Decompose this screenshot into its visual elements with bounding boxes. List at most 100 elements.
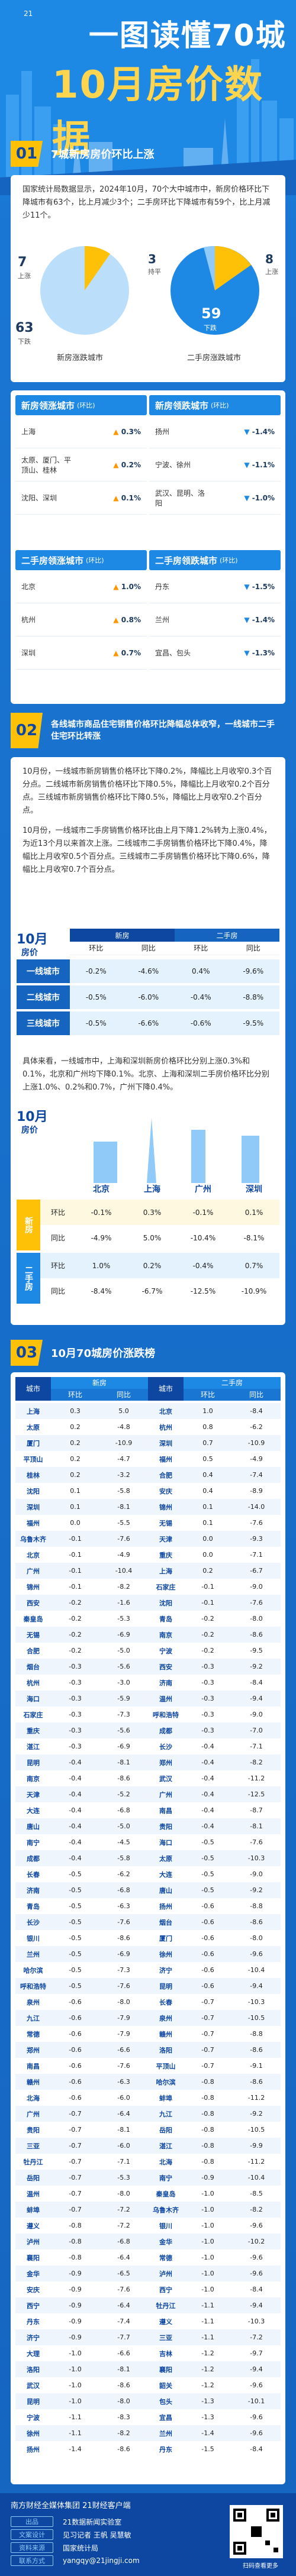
table-row: 遵义 -0.8 -7.2 银川 -1.0 -9.6 (15, 2218, 281, 2234)
value-cell: -0.4 (69, 1838, 82, 1846)
table-row: 安庆 -0.9 -7.6 西宁 -1.0 -8.4 (15, 2281, 281, 2297)
second-house-pie (170, 245, 259, 335)
value-cell: -6.4 (117, 2110, 130, 2118)
city-cell: 包头 (159, 2397, 172, 2406)
value-cell: -8.9 (250, 1487, 263, 1495)
table1-group-second: 二手房 (175, 929, 279, 942)
value-cell: -0.6 (69, 2062, 82, 2070)
value-cell: -7.9 (117, 2014, 130, 2022)
city-cell: 沈阳 (159, 1599, 172, 1607)
value-cell: -0.2 (69, 1631, 82, 1638)
city-cell: 青岛 (27, 1902, 40, 1911)
value-cell: -7.4 (250, 1471, 263, 1479)
city-cell: 呼和浩特 (153, 1711, 179, 1719)
value-cell: -0.6 (69, 2094, 82, 2102)
value-cell: -0.1 (201, 1599, 214, 1607)
city-cell: 襄阳 (159, 2365, 172, 2374)
value-cell: -0.7 (201, 2062, 214, 2070)
value-cell: -0.8 (201, 2094, 214, 2102)
table-row: 北海 -0.6 -6.0 蚌埠 -0.8 -11.2 (15, 2090, 281, 2106)
section-2-title: 各线城市商品住宅销售价格环比降幅总体收窄，一线城市二手住宅环比转涨 (51, 720, 275, 741)
value-cell: -7.6 (117, 2286, 130, 2293)
city-cell: 洛阳 (27, 2365, 40, 2374)
value-cell: -8.2 (117, 2429, 130, 2437)
city-cell: 昆明 (27, 2397, 40, 2406)
city-cell: 桂林 (27, 1471, 40, 1479)
city-price-table: 10月 房价 北京 上海 广州 深圳 新房 (17, 1106, 279, 1313)
value-cell: -8.4 (250, 2286, 263, 2293)
value-cell: -8.1 (117, 2365, 130, 2373)
city-cell: 金华 (27, 2270, 40, 2278)
city-cell: 徐州 (27, 2429, 40, 2438)
section-3-header: 03 10月70城房价涨跌榜 (11, 1340, 285, 1366)
value-cell: -0.5 (69, 1934, 82, 1942)
city-cell: 襄阳 (27, 2254, 40, 2262)
value-cell: 0.5 (202, 1455, 213, 1463)
footer-row: 资料来源 国家统计局 (11, 2541, 296, 2554)
city-cell: 武汉 (27, 2381, 40, 2390)
city-cell: 九江 (27, 2014, 40, 2022)
table-row: 金华 -0.9 -6.5 泸州 -1.0 -9.6 (15, 2265, 281, 2281)
table-row: 郑州 -0.6 -6.6 洛阳 -0.7 -8.6 (15, 2042, 281, 2058)
rank-second-down-title: 二手房领跌城市 (环比) (149, 550, 281, 570)
rank-card: 新房领涨城市 (环比) 上海 ▲ 0.3% 太原、厦门、平顶山、桂林 ▲ 0.2% 沈… (11, 390, 285, 704)
value-cell: -0.7 (69, 2126, 82, 2134)
value-cell: -0.2 (201, 1615, 214, 1622)
value-cell: -0.5 (69, 1886, 82, 1894)
value-cell: 0.0 (202, 1535, 213, 1543)
city-cell: 太原 (27, 1423, 40, 1431)
value-cell: -7.6 (117, 2062, 130, 2070)
value-cell: -6.0 (117, 2142, 130, 2150)
value-cell: -1.0 (69, 2397, 82, 2405)
city-cell: 上海 (159, 1567, 172, 1575)
rank-table-header: 城市 新房 环比 同比 城市 二手房 环比 同比 (15, 1377, 281, 1401)
city-cell: 天津 (27, 1790, 40, 1799)
city-cell: 洛阳 (159, 2046, 172, 2054)
value-cell: -5.3 (117, 2174, 130, 2181)
table-row: 成都 -0.4 -5.8 太原 -0.5 -10.3 (15, 1850, 281, 1866)
table-row: 岳阳 -0.7 -5.3 南宁 -0.9 -10.4 (15, 2170, 281, 2186)
city-cell: 贵阳 (27, 2126, 40, 2134)
table-row: 大连 -0.4 -6.8 南昌 -0.4 -8.7 (15, 1802, 281, 1818)
rank-row: 兰州 ▼ -1.4% (149, 603, 281, 636)
value-cell: -0.6 (69, 2014, 82, 2022)
city-cell: 九江 (159, 2110, 172, 2118)
value-cell: 0.2 (70, 1455, 81, 1463)
value-cell: -1.0 (201, 2270, 214, 2277)
value-cell: -9.2 (250, 1663, 263, 1670)
table-row: 青岛 -0.5 -6.3 扬州 -0.6 -8.8 (15, 1898, 281, 1914)
city-cell: 扬州 (27, 2445, 40, 2454)
qr-code[interactable] (230, 2505, 283, 2558)
title-line-2: 10月房价数据 (52, 63, 264, 161)
value-cell: -7.2 (117, 2222, 130, 2229)
value-cell: -10.1 (247, 2397, 265, 2405)
value-cell: -1.2 (201, 2349, 214, 2357)
city-cell: 唐山 (27, 1822, 40, 1831)
table1-body: 一线城市 -0.2% -4.6% 0.4% -9.6% 二线城市 -0.5% -… (17, 959, 279, 1035)
city-cell: 秦皇岛 (23, 1615, 43, 1623)
value-cell: -9.7 (250, 2349, 263, 2357)
value-cell: -0.6 (201, 1966, 214, 1974)
table-row: 长沙 -0.5 -7.6 烟台 -0.6 -8.6 (15, 1914, 281, 1930)
value-cell: -5.2 (117, 1790, 130, 1798)
head-new: 新房 (51, 1377, 148, 1389)
value-cell: -8.2 (250, 1759, 263, 1766)
value-cell: -1.0 (69, 2381, 82, 2389)
section-2-para-1: 10月份，一线城市新房销售价格环比下降0.2%，降幅比上月收窄0.3个百分点。二… (22, 767, 272, 815)
table-row: 泸州 -0.8 -6.8 金华 -1.0 -10.2 (15, 2234, 281, 2249)
value-cell: -7.1 (250, 1551, 263, 1559)
title-line-1: 一图读懂70城 (89, 18, 287, 53)
city-cell: 南京 (27, 1775, 40, 1783)
value-cell: -0.6 (69, 2030, 82, 2038)
value-cell: -5.8 (117, 1487, 130, 1495)
city-cell: 厦门 (159, 1934, 172, 1942)
value-cell: -0.2 (69, 1647, 82, 1654)
value-cell: -9.6 (250, 2222, 263, 2229)
city-cell: 锦州 (159, 1503, 172, 1511)
city-cell: 沈阳 (27, 1487, 40, 1495)
value-cell: -9.6 (250, 2254, 263, 2261)
value-cell: -7.6 (117, 1918, 130, 1926)
value-cell: -0.9 (69, 2318, 82, 2325)
value-cell: -0.7 (69, 2206, 82, 2213)
value-cell: -0.2 (69, 1599, 82, 1607)
